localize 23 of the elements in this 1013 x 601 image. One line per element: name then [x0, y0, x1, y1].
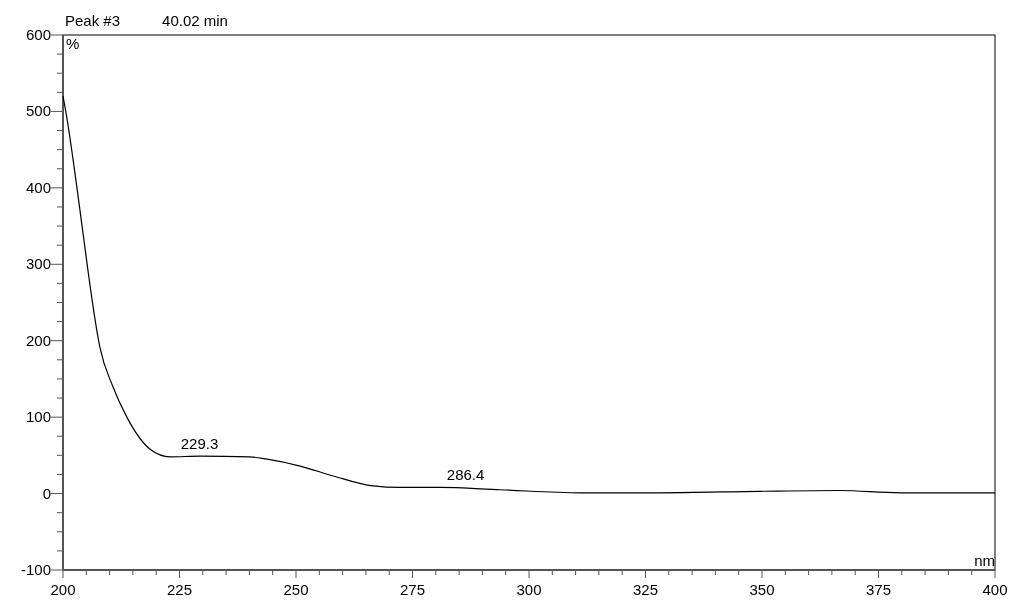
x-tick-label: 325 — [632, 581, 659, 598]
y-tick-label: -100 — [20, 561, 51, 578]
annotation: 286.4 — [446, 466, 485, 484]
x-tick-label: 350 — [749, 581, 775, 598]
chart-title: Peak #3 — [65, 12, 121, 29]
annotation: 229.3 — [180, 435, 219, 453]
x-axis-title: nm — [974, 552, 995, 569]
x-tick-label: 250 — [283, 581, 309, 598]
x-tick-label: 225 — [166, 581, 193, 598]
x-tick-label: 375 — [865, 581, 892, 598]
chart-subtitle: 40.02 min — [162, 12, 228, 29]
y-tick-label: 100 — [25, 408, 51, 426]
y-tick-label: 0 — [42, 484, 51, 502]
y-tick-label: 600 — [25, 26, 51, 43]
y-tick-label: 200 — [25, 331, 51, 349]
y-tick-label: 400 — [25, 178, 51, 196]
x-tick-label: 275 — [399, 581, 426, 598]
x-tick-label: 300 — [516, 581, 542, 598]
y-tick-label: 300 — [25, 255, 51, 273]
x-tick-label: 400 — [982, 581, 1008, 598]
y-tick-label: 500 — [25, 102, 51, 120]
x-tick-label: 200 — [50, 581, 76, 598]
y-axis-title: % — [66, 35, 80, 52]
